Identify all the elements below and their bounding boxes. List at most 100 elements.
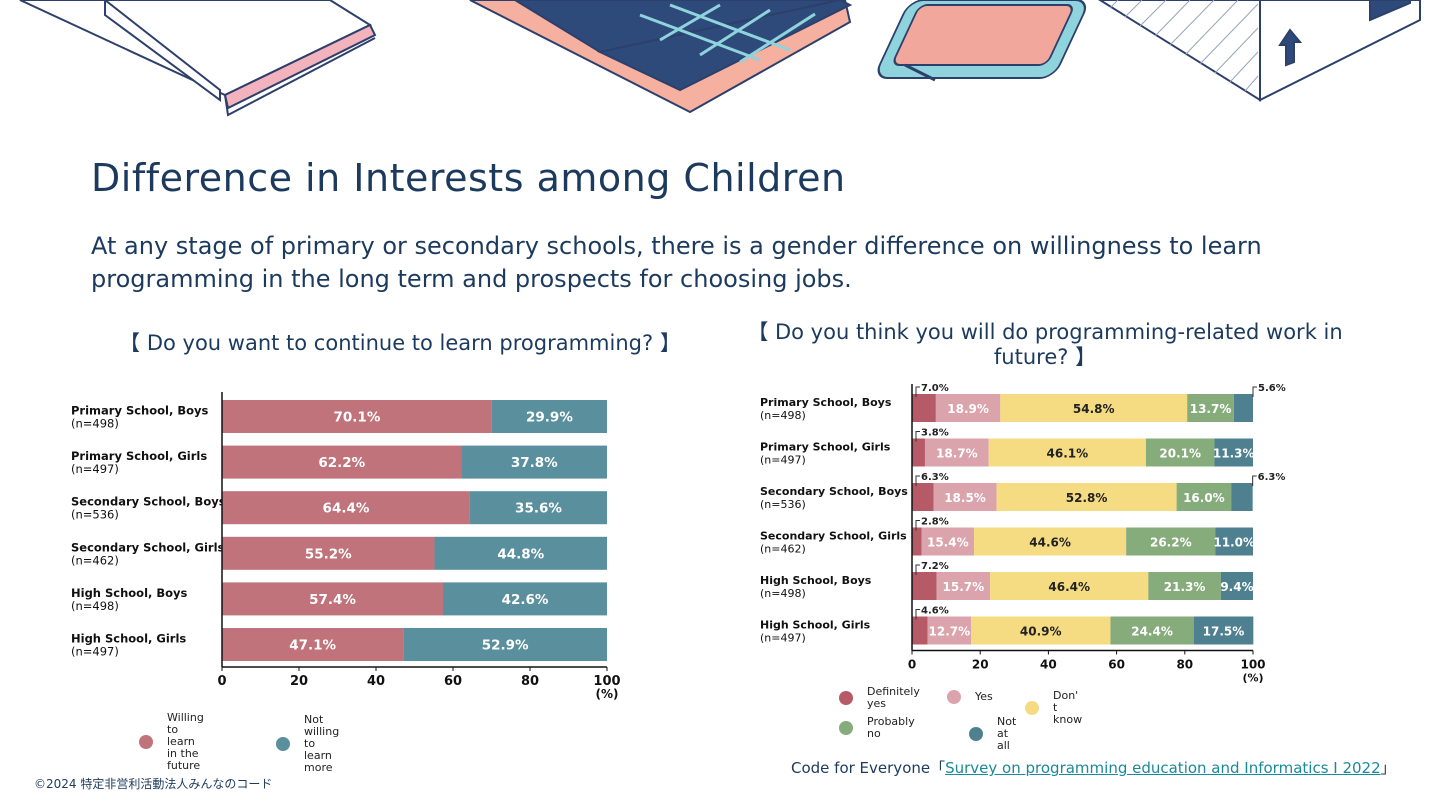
survey-link[interactable]: Survey on programming education and Info… <box>945 759 1381 777</box>
data-label: 16.0% <box>1183 491 1225 505</box>
bar-segment <box>491 400 607 433</box>
data-label: 37.8% <box>511 455 558 471</box>
x-tick-label: 20 <box>290 674 308 689</box>
data-label: 18.9% <box>947 402 989 416</box>
data-label: 40.9% <box>1020 625 1062 639</box>
category-count: (n=497) <box>760 632 806 645</box>
laptop-icon <box>469 0 853 114</box>
leader-line <box>1252 386 1257 397</box>
source-prefix: Code for Everyone「 <box>791 759 946 777</box>
data-label: 47.1% <box>289 638 336 654</box>
bar-segment <box>1126 527 1216 556</box>
category-count: (n=498) <box>71 417 119 431</box>
legend-label: Don' t know <box>1053 689 1083 726</box>
data-label: 7.0% <box>921 383 949 394</box>
legend-item: Not at all <box>969 716 1016 752</box>
category-count: (n=498) <box>760 587 806 600</box>
category-count: (n=497) <box>71 645 119 659</box>
data-label: 62.2% <box>318 455 365 471</box>
page-title: Difference in Interests among Children <box>91 156 846 200</box>
legend-label: Willing to learn in the future <box>167 711 204 772</box>
legend-item: Probably no <box>839 716 915 740</box>
category-label: High School, Boys <box>71 586 188 600</box>
chart-title-continue-learning: 【 Do you want to continue to learn progr… <box>119 331 681 355</box>
bar-segment <box>222 582 443 616</box>
bar-segment <box>912 527 922 556</box>
bar-segment <box>1176 483 1232 511</box>
data-label: 35.6% <box>515 501 562 517</box>
legend-label: Not willing to learn more <box>304 713 340 774</box>
data-label: 52.9% <box>482 638 529 654</box>
data-label: 5.6% <box>1258 383 1286 394</box>
bar-segment <box>1110 616 1194 645</box>
bar-segment <box>935 394 1001 422</box>
bar-segment <box>461 445 607 479</box>
data-label: 15.7% <box>943 580 985 594</box>
bar-segment <box>434 536 607 570</box>
x-tick-label: 60 <box>1108 658 1125 672</box>
legend-swatch <box>139 735 153 749</box>
bar-segment <box>1215 527 1253 556</box>
data-label: 13.7% <box>1190 402 1232 416</box>
chart-title-future-work: 【 Do you think you will do programming-r… <box>747 320 1343 369</box>
x-unit-label: (%) <box>596 687 619 701</box>
legend-swatch <box>969 727 983 741</box>
data-label: 6.3% <box>921 472 949 483</box>
category-label: Secondary School, Boys <box>71 495 226 509</box>
page-subtitle: At any stage of primary or secondary sch… <box>91 232 1262 293</box>
data-label: 2.8% <box>921 517 949 528</box>
bar-segment <box>974 527 1127 556</box>
data-label: 18.5% <box>944 491 986 505</box>
category-label: Secondary School, Boys <box>760 485 908 498</box>
bar-segment <box>222 445 462 479</box>
data-label: 29.9% <box>526 410 573 426</box>
bar-segment <box>222 491 470 525</box>
x-tick-label: 40 <box>1040 658 1057 672</box>
category-label: Secondary School, Girls <box>760 530 907 543</box>
data-label: 64.4% <box>323 501 370 517</box>
data-label: 3.8% <box>921 428 949 439</box>
data-label: 46.1% <box>1047 447 1089 461</box>
box-icon <box>1098 0 1421 102</box>
x-tick-label: 20 <box>972 658 989 672</box>
category-label: High School, Girls <box>71 632 186 646</box>
bar-segment <box>469 491 607 525</box>
category-count: (n=462) <box>760 543 806 556</box>
legend-item: Don' t know <box>1025 690 1082 726</box>
bar-segment <box>912 572 937 600</box>
data-label: 24.4% <box>1131 625 1173 639</box>
data-label: 46.4% <box>1048 580 1090 594</box>
data-label: 18.7% <box>936 447 978 461</box>
bar-segment <box>912 483 934 511</box>
data-label: 44.8% <box>497 546 544 562</box>
x-tick-label: 80 <box>1176 658 1193 672</box>
bar-segment <box>927 616 971 645</box>
leader-line <box>915 520 920 531</box>
bar-segment <box>1214 438 1253 467</box>
data-label: 11.0% <box>1213 536 1255 550</box>
data-label: 21.3% <box>1164 580 1206 594</box>
category-label: High School, Boys <box>760 574 872 587</box>
legend-label: Yes <box>975 690 993 703</box>
category-label: Primary School, Girls <box>760 441 891 454</box>
leader-line <box>1252 475 1257 486</box>
category-count: (n=497) <box>71 462 119 476</box>
x-tick-label: 0 <box>217 674 226 689</box>
bar-segment <box>988 438 1146 467</box>
category-count: (n=462) <box>71 553 119 567</box>
x-tick-label: 0 <box>908 658 916 672</box>
category-label: Primary School, Boys <box>760 396 892 409</box>
chart-future-work: Primary School, Boys(n=498)7.0%18.9% 54.8… <box>760 383 1286 685</box>
bar-segment <box>912 438 925 467</box>
category-count: (n=536) <box>760 498 806 511</box>
data-label: 11.3% <box>1213 447 1255 461</box>
source-suffix: 」 <box>1380 759 1396 777</box>
bar-segment <box>1148 572 1221 600</box>
legend-swatch <box>947 690 961 704</box>
legend-label: Definitely yes <box>867 685 920 710</box>
legend-swatch <box>839 721 853 735</box>
category-count: (n=497) <box>760 454 806 467</box>
data-label: 44.6% <box>1029 536 1071 550</box>
legend-item: Not willing to learn more <box>276 714 339 774</box>
data-label: 42.6% <box>502 592 549 608</box>
